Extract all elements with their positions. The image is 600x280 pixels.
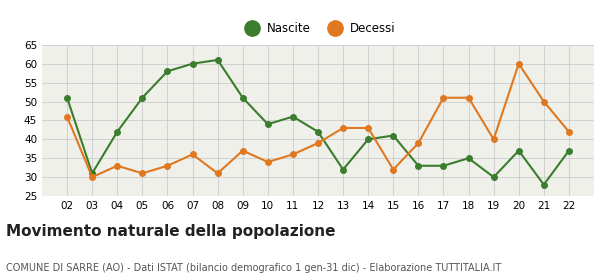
Decessi: [189, 153, 196, 156]
Text: COMUNE DI SARRE (AO) - Dati ISTAT (bilancio demografico 1 gen-31 dic) - Elaboraz: COMUNE DI SARRE (AO) - Dati ISTAT (bilan…: [6, 263, 501, 273]
Nascite: [264, 123, 271, 126]
Text: Movimento naturale della popolazione: Movimento naturale della popolazione: [6, 224, 335, 239]
Decessi: [389, 168, 397, 171]
Nascite: [365, 138, 372, 141]
Nascite: [64, 96, 71, 99]
Decessi: [139, 172, 146, 175]
Nascite: [565, 149, 572, 152]
Nascite: [139, 96, 146, 99]
Line: Decessi: Decessi: [64, 61, 572, 180]
Decessi: [415, 141, 422, 145]
Nascite: [164, 70, 171, 73]
Nascite: [113, 130, 121, 134]
Decessi: [365, 126, 372, 130]
Nascite: [389, 134, 397, 137]
Decessi: [113, 164, 121, 167]
Line: Nascite: Nascite: [64, 57, 572, 187]
Decessi: [89, 175, 96, 179]
Decessi: [314, 141, 322, 145]
Nascite: [540, 183, 547, 186]
Decessi: [239, 149, 247, 152]
Decessi: [264, 160, 271, 164]
Decessi: [540, 100, 547, 103]
Nascite: [314, 130, 322, 134]
Nascite: [415, 164, 422, 167]
Decessi: [289, 153, 296, 156]
Decessi: [164, 164, 171, 167]
Decessi: [465, 96, 472, 99]
Nascite: [189, 62, 196, 66]
Nascite: [289, 115, 296, 118]
Legend: Nascite, Decessi: Nascite, Decessi: [235, 17, 401, 40]
Nascite: [515, 149, 523, 152]
Decessi: [565, 130, 572, 134]
Nascite: [239, 96, 247, 99]
Nascite: [490, 175, 497, 179]
Decessi: [490, 138, 497, 141]
Nascite: [214, 58, 221, 62]
Decessi: [214, 172, 221, 175]
Decessi: [340, 126, 347, 130]
Decessi: [515, 62, 523, 66]
Nascite: [89, 172, 96, 175]
Nascite: [340, 168, 347, 171]
Nascite: [440, 164, 447, 167]
Nascite: [465, 157, 472, 160]
Decessi: [64, 115, 71, 118]
Decessi: [440, 96, 447, 99]
